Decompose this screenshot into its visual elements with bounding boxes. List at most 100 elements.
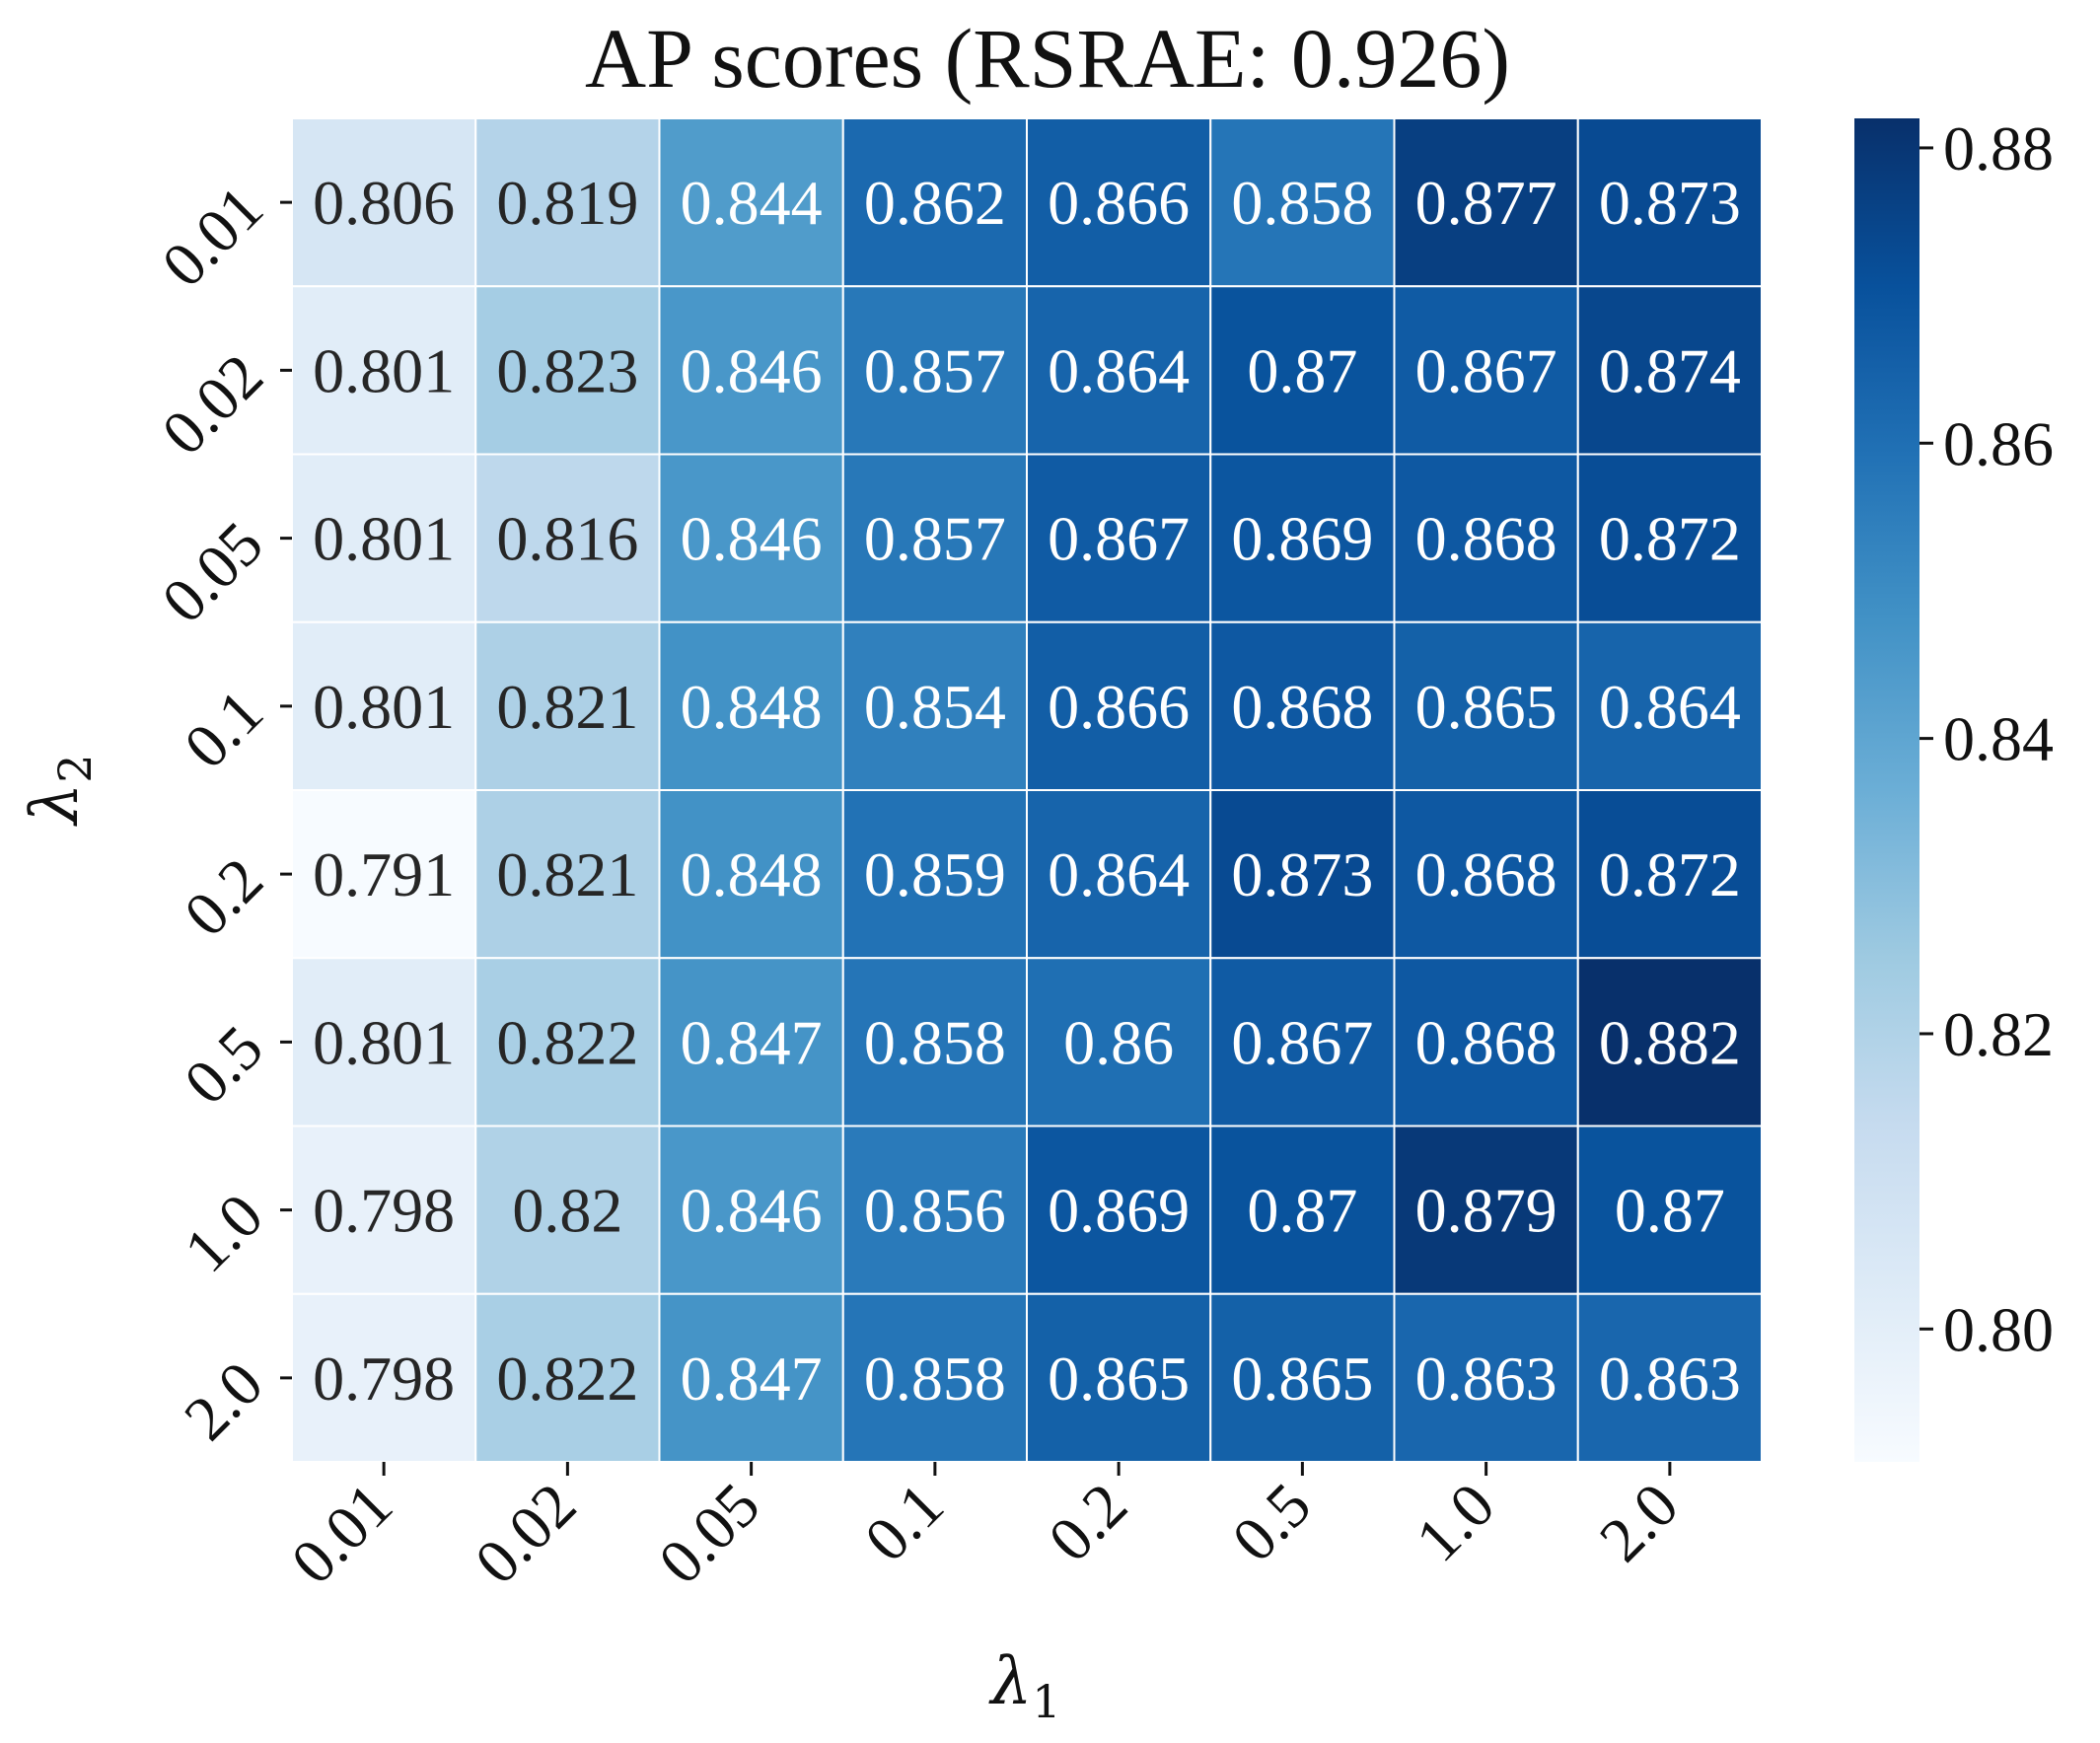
y-axis-label-subscript: 2 bbox=[48, 754, 102, 782]
heatmap-cell bbox=[1393, 620, 1579, 791]
cell-value-label: 0.865 bbox=[1048, 1344, 1190, 1414]
cell-value-label: 0.863 bbox=[1599, 1344, 1741, 1414]
x-axis-label-subscript: 1 bbox=[1032, 1675, 1060, 1728]
heatmap-cell bbox=[1209, 117, 1396, 288]
cell-value-label: 0.798 bbox=[313, 1344, 455, 1414]
heatmap-cell bbox=[291, 1125, 477, 1295]
cell-value-label: 0.863 bbox=[1415, 1344, 1557, 1414]
heatmap-cell bbox=[1026, 117, 1212, 288]
cell-value-label: 0.857 bbox=[864, 335, 1006, 405]
heatmap-cell bbox=[658, 117, 844, 288]
heatmap-cell bbox=[1026, 789, 1212, 960]
heatmap-cell bbox=[658, 789, 844, 960]
cell-value-label: 0.859 bbox=[864, 839, 1006, 909]
cell-value-label: 0.798 bbox=[313, 1176, 455, 1246]
heatmap-cell bbox=[658, 957, 844, 1127]
cell-value-label: 0.858 bbox=[864, 1007, 1006, 1077]
cell-value-label: 0.864 bbox=[1048, 335, 1190, 405]
x-tick-label: 0.2 bbox=[1035, 1470, 1140, 1575]
heatmap-cell bbox=[1576, 453, 1763, 623]
y-tick-label: 0.01 bbox=[148, 173, 275, 300]
heatmap-cell bbox=[1209, 1125, 1396, 1295]
heatmap-cell bbox=[1393, 789, 1579, 960]
cell-value-label: 0.86 bbox=[1063, 1007, 1174, 1077]
heatmap-cell bbox=[841, 620, 1028, 791]
cell-value-label: 0.873 bbox=[1599, 168, 1741, 238]
heatmap-cell bbox=[291, 620, 477, 791]
cell-value-label: 0.847 bbox=[681, 1007, 823, 1077]
y-tick-label: 0.05 bbox=[148, 508, 275, 635]
x-tick-label: 0.01 bbox=[278, 1470, 405, 1597]
heatmap-cell bbox=[474, 453, 661, 623]
y-axis-label-symbol: λ bbox=[17, 783, 93, 828]
cell-value-label: 0.867 bbox=[1231, 1007, 1373, 1077]
heatmap-cell bbox=[1576, 1292, 1763, 1463]
y-axis-label: λ2 bbox=[17, 754, 102, 827]
cell-value-label: 0.822 bbox=[496, 1344, 638, 1414]
cell-value-label: 0.821 bbox=[496, 839, 638, 909]
colorbar-tick-label: 0.84 bbox=[1943, 704, 2054, 774]
cell-value-label: 0.864 bbox=[1048, 839, 1190, 909]
heatmap-cell bbox=[1026, 957, 1212, 1127]
cell-value-label: 0.865 bbox=[1415, 672, 1557, 742]
cell-value-label: 0.801 bbox=[313, 504, 455, 574]
y-axis: 0.01 0.02 0.05 0.1 0.2 0.5 1.0 2.0 bbox=[148, 173, 292, 1453]
cell-value-label: 0.872 bbox=[1599, 504, 1741, 574]
heatmap-cell bbox=[474, 1125, 661, 1295]
heatmap-cell bbox=[474, 285, 661, 456]
heatmap-cell bbox=[658, 620, 844, 791]
cell-value-label: 0.869 bbox=[1048, 1176, 1190, 1246]
colorbar: 0.80 0.82 0.84 0.86 0.88 bbox=[1854, 113, 2054, 1462]
cell-value-label: 0.858 bbox=[1231, 168, 1373, 238]
cell-value-label: 0.864 bbox=[1599, 672, 1741, 742]
heatmap-cell bbox=[474, 957, 661, 1127]
heatmap-cell bbox=[1026, 285, 1212, 456]
heatmap-cells bbox=[291, 117, 1763, 1463]
cell-value-label: 0.87 bbox=[1247, 1176, 1357, 1246]
heatmap-cell bbox=[1393, 1125, 1579, 1295]
cell-value-label: 0.791 bbox=[313, 839, 455, 909]
cell-value-label: 0.801 bbox=[313, 1007, 455, 1077]
heatmap-cell bbox=[1026, 1292, 1212, 1463]
y-tick-label: 1.0 bbox=[171, 1180, 276, 1285]
cell-value-label: 0.854 bbox=[864, 672, 1006, 742]
heatmap-cell bbox=[1393, 285, 1579, 456]
cell-value-label: 0.857 bbox=[864, 504, 1006, 574]
heatmap-cell bbox=[291, 453, 477, 623]
cell-value-label: 0.823 bbox=[496, 335, 638, 405]
cell-value-label: 0.848 bbox=[681, 839, 823, 909]
cell-value-label: 0.87 bbox=[1615, 1176, 1725, 1246]
heatmap-cell bbox=[658, 1125, 844, 1295]
cell-value-label: 0.801 bbox=[313, 335, 455, 405]
cell-value-label: 0.822 bbox=[496, 1007, 638, 1077]
heatmap-cell bbox=[1576, 117, 1763, 288]
cell-value-label: 0.866 bbox=[1048, 168, 1190, 238]
heatmap-cell bbox=[474, 117, 661, 288]
cell-value-label: 0.868 bbox=[1415, 504, 1557, 574]
cell-value-label: 0.846 bbox=[681, 504, 823, 574]
cell-value-label: 0.866 bbox=[1048, 672, 1190, 742]
cell-value-label: 0.821 bbox=[496, 672, 638, 742]
cell-value-label: 0.858 bbox=[864, 1344, 1006, 1414]
cell-value-label: 0.801 bbox=[313, 672, 455, 742]
heatmap-cell bbox=[1209, 285, 1396, 456]
heatmap-cell bbox=[1026, 453, 1212, 623]
heatmap-cell bbox=[1026, 1125, 1212, 1295]
heatmap-cell bbox=[1393, 453, 1579, 623]
cell-value-label: 0.879 bbox=[1415, 1176, 1557, 1246]
cell-value-label: 0.877 bbox=[1415, 168, 1557, 238]
cell-value-label: 0.868 bbox=[1415, 1007, 1557, 1077]
x-axis: 0.01 0.02 0.05 0.1 0.2 0.5 1.0 2.0 bbox=[278, 1462, 1692, 1597]
colorbar-tick-label: 0.88 bbox=[1943, 113, 2054, 183]
heatmap-cell bbox=[841, 285, 1028, 456]
chart-title: AP scores (RSRAE: 0.926) bbox=[585, 11, 1510, 106]
heatmap-cell bbox=[658, 1292, 844, 1463]
x-tick-label: 2.0 bbox=[1586, 1470, 1692, 1575]
cell-value-label: 0.873 bbox=[1231, 839, 1373, 909]
cell-value-label: 0.868 bbox=[1231, 672, 1373, 742]
cell-value-label: 0.816 bbox=[496, 504, 638, 574]
x-tick-label: 0.02 bbox=[462, 1470, 589, 1597]
heatmap-cell bbox=[1576, 957, 1763, 1127]
cell-value-label: 0.865 bbox=[1231, 1344, 1373, 1414]
